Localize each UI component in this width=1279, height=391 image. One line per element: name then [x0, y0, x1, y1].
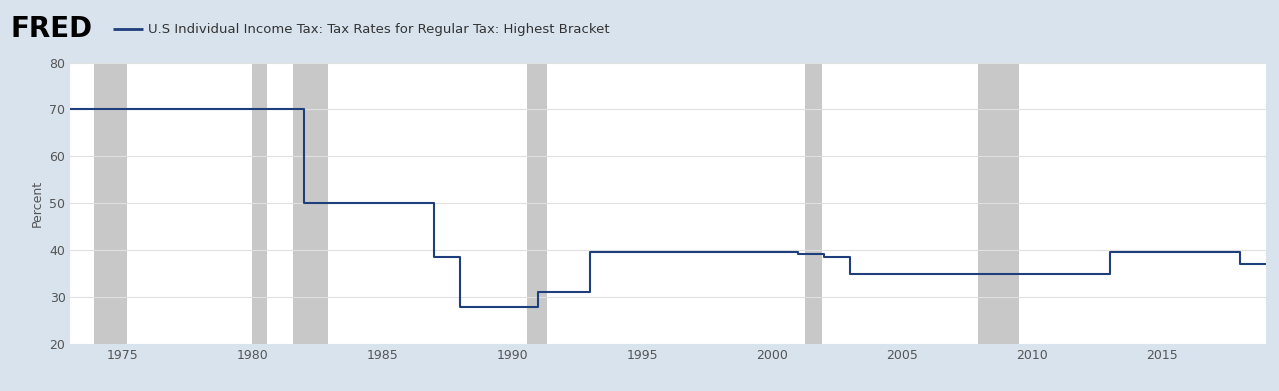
Bar — [804, 63, 822, 344]
Bar — [527, 63, 547, 344]
Text: FRED: FRED — [10, 15, 92, 43]
Bar — [252, 63, 267, 344]
Y-axis label: Percent: Percent — [31, 180, 43, 227]
Bar — [978, 63, 1019, 344]
Bar — [293, 63, 329, 344]
Text: U.S Individual Income Tax: Tax Rates for Regular Tax: Highest Bracket: U.S Individual Income Tax: Tax Rates for… — [148, 23, 610, 36]
Bar — [95, 63, 127, 344]
